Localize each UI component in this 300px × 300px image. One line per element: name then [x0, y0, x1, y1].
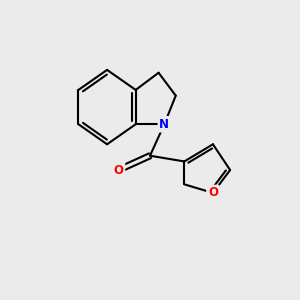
Text: N: N [159, 118, 169, 131]
Text: O: O [208, 186, 218, 200]
Text: O: O [113, 164, 124, 176]
